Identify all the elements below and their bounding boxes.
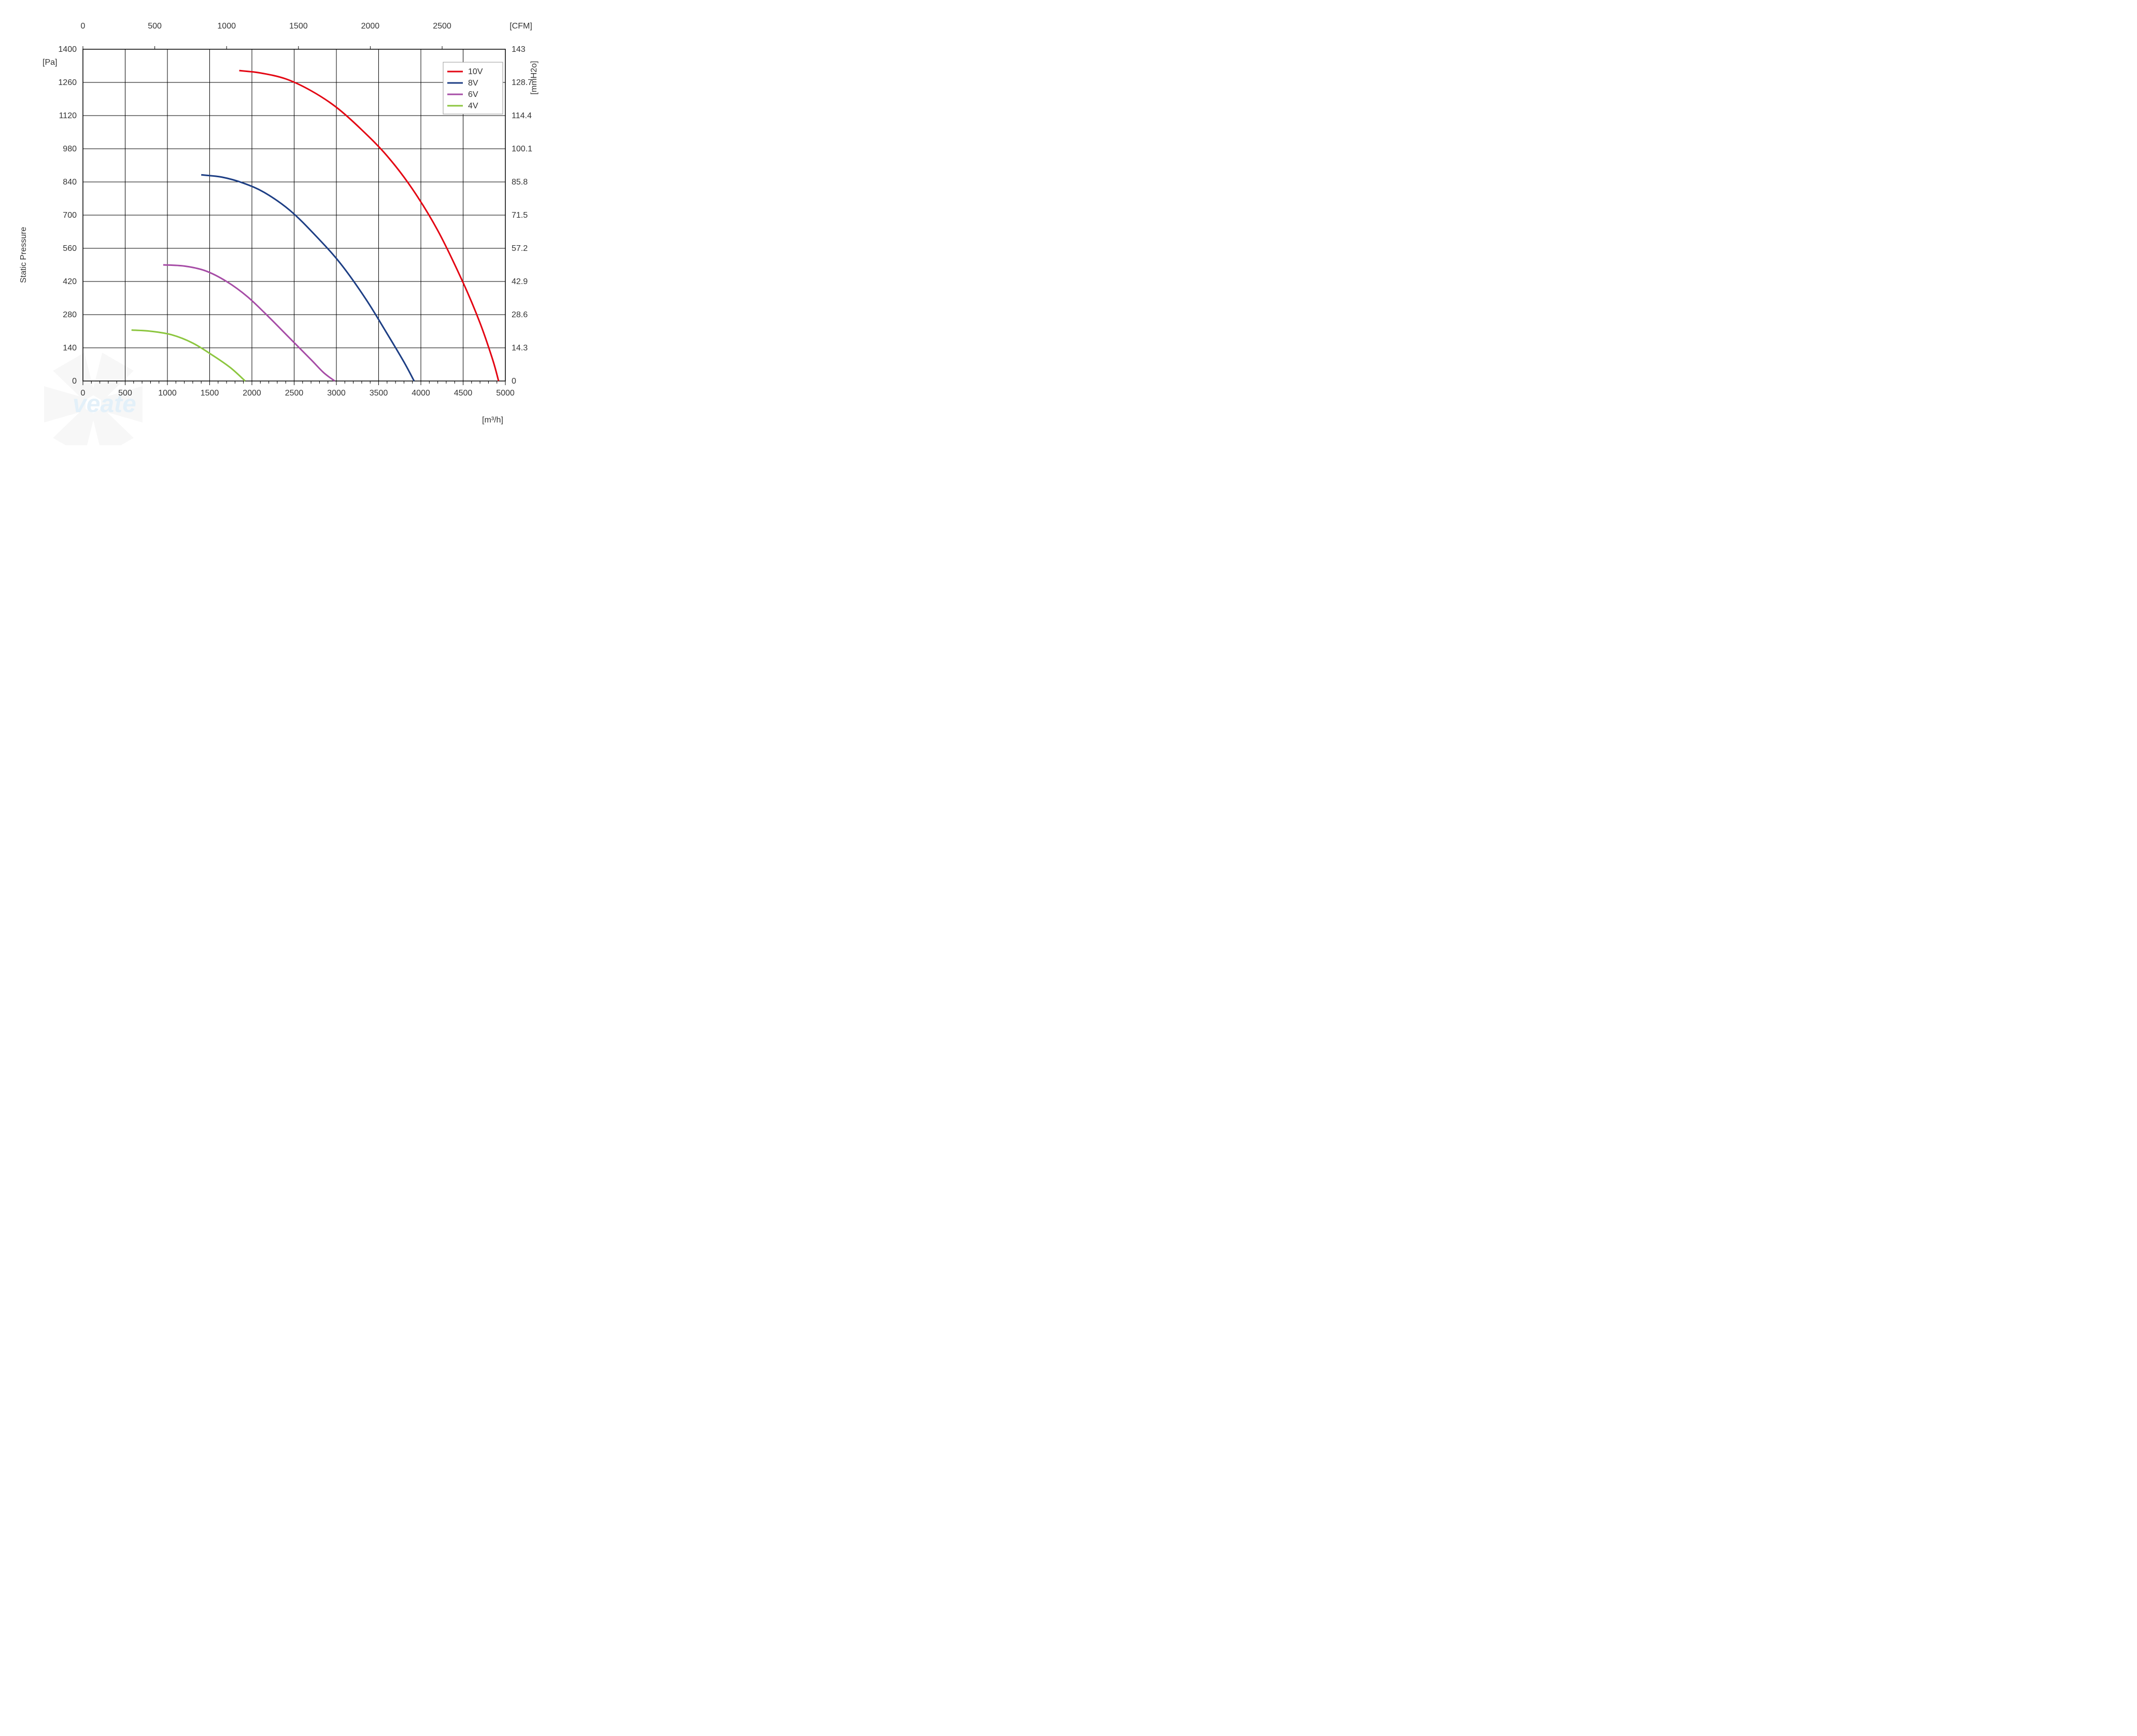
legend-label-6V: 6V [468,90,478,99]
x-bottom-unit: [m³/h] [482,416,503,425]
y-right-tick-label: 143 [512,45,526,54]
y-left-tick-label: 420 [63,277,77,286]
y-left-label: Static Pressure [19,227,28,283]
x-bottom-tick-label: 2500 [285,389,304,398]
y-right-tick-label: 57.2 [512,244,528,253]
y-left-tick-label: 980 [63,145,77,153]
x-bottom-tick-label: 4000 [412,389,430,398]
series-4V [132,330,245,381]
y-right-tick-label: 0 [512,377,516,386]
y-left-tick-label: 840 [63,178,77,187]
x-bottom-tick-label: 1500 [201,389,219,398]
y-left-tick-label: 1260 [58,78,77,87]
y-right-tick-label: 42.9 [512,277,528,286]
series-6V [163,265,335,381]
y-left-tick-label: 1120 [59,111,77,120]
y-right-tick-label: 14.3 [512,344,528,352]
y-right-tick-label: 71.5 [512,211,528,220]
x-bottom-tick-label: 2000 [243,389,261,398]
y-left-tick-label: 140 [63,344,77,352]
legend-label-10V: 10V [468,67,483,76]
series-8V [201,175,414,381]
x-top-tick-label: 500 [148,22,162,31]
x-bottom-tick-label: 3500 [370,389,388,398]
x-bottom-tick-label: 1000 [158,389,177,398]
series-10V [239,70,499,381]
y-left-tick-label: 560 [63,244,77,253]
x-bottom-tick-label: 500 [118,389,132,398]
y-right-unit: [mmH2o] [530,61,539,95]
x-bottom-tick-label: 5000 [496,389,515,398]
x-top-tick-label: 2500 [433,22,451,31]
y-right-tick-label: 114.4 [512,111,532,120]
y-left-tick-label: 280 [63,310,77,319]
legend-label-8V: 8V [468,79,478,88]
x-bottom-tick-label: 4500 [454,389,473,398]
watermark: veate [44,352,143,445]
y-right-tick-label: 85.8 [512,178,528,187]
y-left-tick-label: 0 [72,377,77,386]
y-left-tick-label: 1400 [58,45,77,54]
y-right-tick-label: 100.1 [512,145,532,153]
x-top-tick-label: 1000 [217,22,236,31]
x-top-tick-label: 1500 [289,22,308,31]
chart-svg: veate05001000150020002500300035004000450… [10,10,546,445]
y-right-tick-label: 28.6 [512,310,528,319]
y-left-tick-label: 700 [63,211,77,220]
fan-curve-chart: veate05001000150020002500300035004000450… [10,10,546,445]
x-top-tick-label: 2000 [361,22,380,31]
x-top-tick-label: 0 [81,22,86,31]
x-bottom-tick-label: 3000 [327,389,346,398]
x-bottom-tick-label: 0 [81,389,86,398]
y-left-unit: [Pa] [43,58,57,67]
x-top-unit: [CFM] [510,22,532,31]
legend-label-4V: 4V [468,102,478,110]
